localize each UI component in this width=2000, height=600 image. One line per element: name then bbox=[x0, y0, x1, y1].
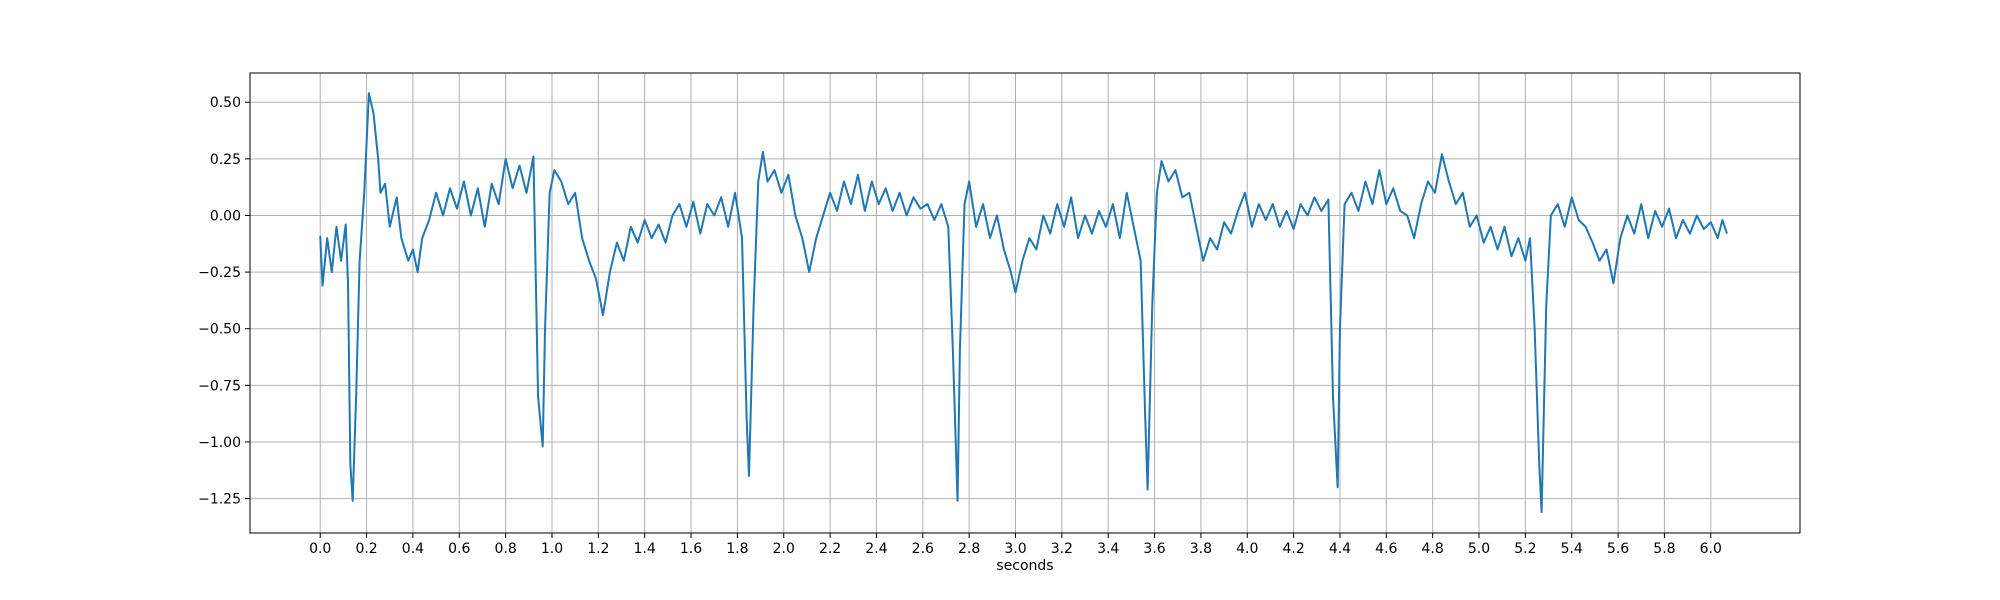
x-tick-label: 0.0 bbox=[309, 541, 331, 557]
plot-frame bbox=[249, 72, 1801, 534]
x-tick-label: 4.8 bbox=[1422, 541, 1444, 557]
x-tick-label: 2.6 bbox=[912, 541, 934, 557]
x-tick-label: 3.0 bbox=[1004, 541, 1026, 557]
x-tick-label: 5.2 bbox=[1514, 541, 1536, 557]
y-tick-label: −0.50 bbox=[198, 322, 241, 338]
y-tick-label: 0.00 bbox=[210, 208, 241, 224]
x-tick-label: 1.2 bbox=[587, 541, 609, 557]
x-tick-label: 3.8 bbox=[1190, 541, 1212, 557]
x-tick-label: 3.6 bbox=[1143, 541, 1165, 557]
x-tick-label: 1.8 bbox=[726, 541, 748, 557]
x-tick-label: 2.0 bbox=[773, 541, 795, 557]
x-tick-label: 4.4 bbox=[1329, 541, 1351, 557]
x-tick-label: 1.4 bbox=[634, 541, 656, 557]
x-tick-label: 5.6 bbox=[1607, 541, 1629, 557]
x-tick-label: 0.2 bbox=[355, 541, 377, 557]
x-tick-label: 1.6 bbox=[680, 541, 702, 557]
x-tick-label: 0.6 bbox=[448, 541, 470, 557]
y-tick-label: −0.75 bbox=[198, 378, 241, 394]
x-tick-label: 5.4 bbox=[1561, 541, 1583, 557]
x-tick-label: 1.0 bbox=[541, 541, 563, 557]
x-tick-label: 5.8 bbox=[1653, 541, 1675, 557]
x-tick-label: 0.8 bbox=[494, 541, 516, 557]
x-tick-label: 2.4 bbox=[865, 541, 887, 557]
x-tick-label: 3.4 bbox=[1097, 541, 1119, 557]
x-tick-label: 4.6 bbox=[1375, 541, 1397, 557]
y-tick-label: 0.25 bbox=[210, 152, 241, 168]
y-tick-label: −0.25 bbox=[198, 265, 241, 281]
y-tick-label: −1.25 bbox=[198, 492, 241, 508]
y-tick-label: 0.50 bbox=[210, 95, 241, 111]
x-tick-label: 2.2 bbox=[819, 541, 841, 557]
data-line bbox=[319, 92, 1728, 514]
x-axis-label: seconds bbox=[996, 558, 1053, 574]
y-tick-label: −1.00 bbox=[198, 435, 241, 451]
x-tick-label: 6.0 bbox=[1700, 541, 1722, 557]
x-tick-label: 4.2 bbox=[1282, 541, 1304, 557]
x-tick-label: 2.8 bbox=[958, 541, 980, 557]
x-tick-label: 4.0 bbox=[1236, 541, 1258, 557]
x-tick-label: 5.0 bbox=[1468, 541, 1490, 557]
x-tick-label: 0.4 bbox=[402, 541, 424, 557]
x-tick-label: 3.2 bbox=[1051, 541, 1073, 557]
